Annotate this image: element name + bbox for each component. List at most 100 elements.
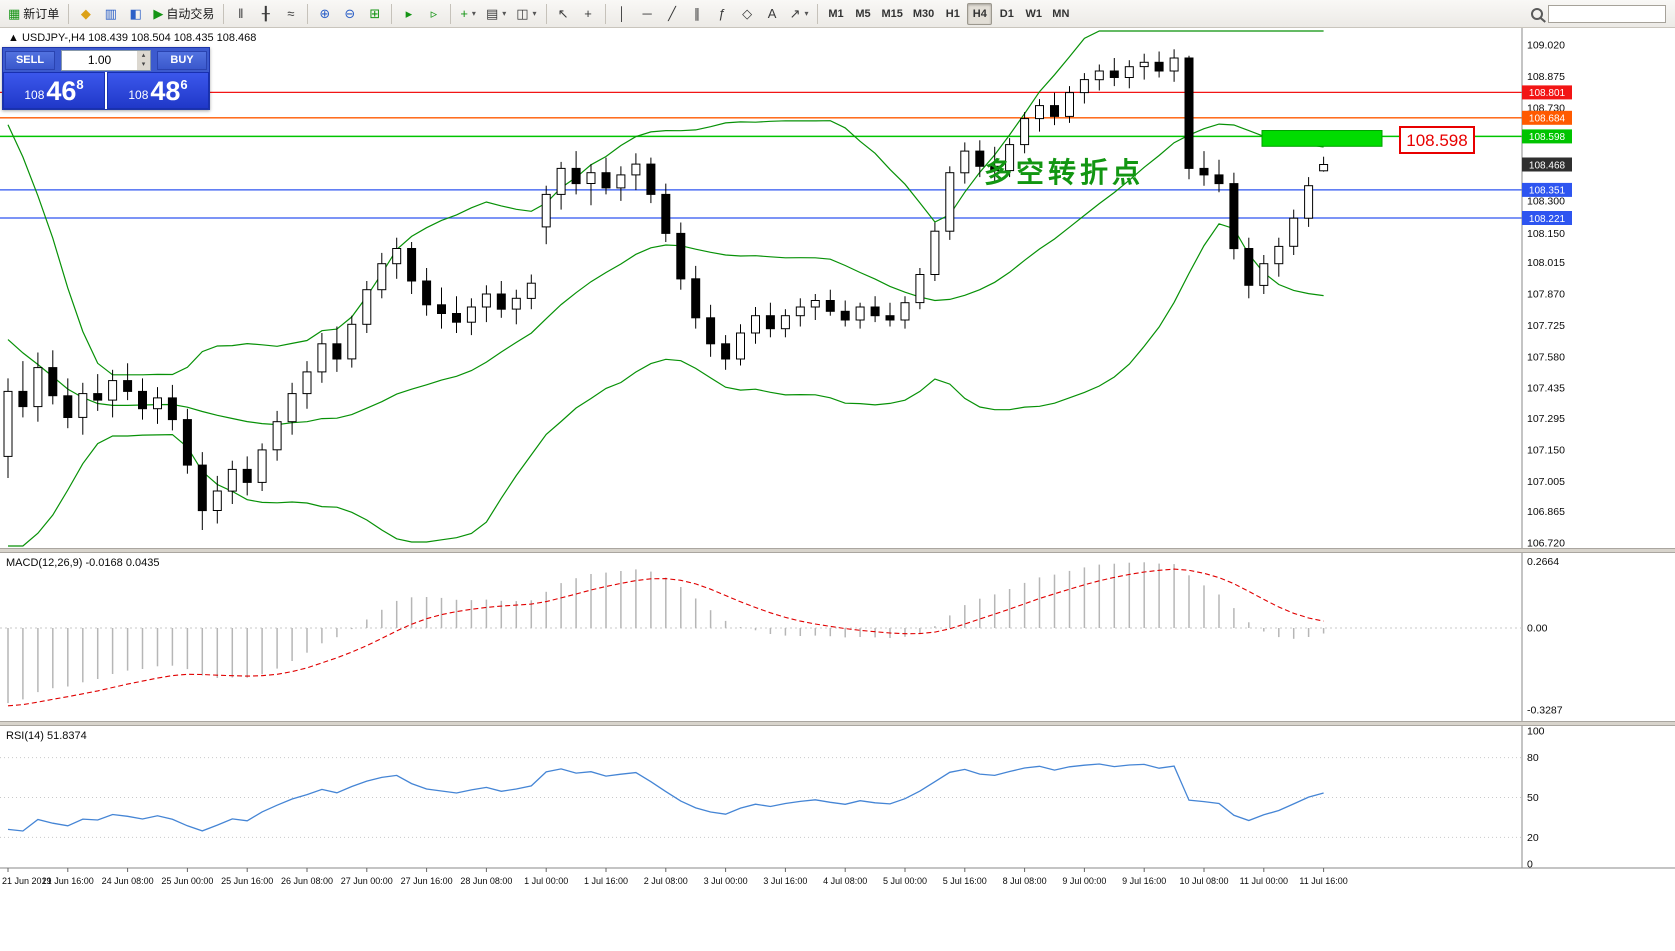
candle-body bbox=[930, 230, 940, 275]
panel-splitter[interactable] bbox=[0, 721, 1675, 726]
crosshair-button[interactable]: + bbox=[577, 3, 600, 25]
market-watch-button[interactable]: ▥ bbox=[99, 3, 122, 25]
timeframe-m30-button[interactable]: M30 bbox=[909, 3, 938, 25]
chart-shift-button[interactable]: ▹ bbox=[422, 3, 445, 25]
indicators-icon: + bbox=[460, 6, 468, 21]
chart-window-background bbox=[0, 28, 1675, 951]
timeframe-h1-button[interactable]: H1 bbox=[940, 3, 965, 25]
price-callout-text[interactable]: 108.598 bbox=[1406, 131, 1467, 150]
rsi-header: RSI(14) 51.8374 bbox=[6, 730, 87, 742]
time-axis-label: 26 Jun 08:00 bbox=[281, 876, 333, 886]
candle-body bbox=[1169, 57, 1179, 72]
indicators-button[interactable]: + ▾ bbox=[456, 3, 480, 25]
time-axis-area[interactable] bbox=[0, 869, 1675, 891]
channel-icon: ∥ bbox=[693, 6, 701, 21]
vertical-line-icon: │ bbox=[618, 6, 627, 21]
candle-body bbox=[990, 165, 1000, 172]
volume-down-icon[interactable]: ▾ bbox=[141, 61, 146, 68]
arrows-tool-button[interactable]: ↗ ▾ bbox=[786, 3, 813, 25]
sell-price-button[interactable]: 108 46 8 bbox=[3, 72, 105, 109]
timeframe-h4-button[interactable]: H4 bbox=[967, 2, 993, 25]
timeframe-w1-button[interactable]: W1 bbox=[1021, 3, 1046, 25]
candle-body bbox=[1214, 174, 1224, 185]
candle-body bbox=[556, 167, 566, 195]
candle-body bbox=[631, 163, 641, 176]
panel-splitter[interactable] bbox=[0, 548, 1675, 553]
text-tool-button[interactable]: A bbox=[761, 3, 784, 25]
horizontal-line-tool-button[interactable]: ─ bbox=[636, 3, 659, 25]
autotrading-button[interactable]: ▶ 自动交易 bbox=[149, 3, 218, 25]
arrows-tool-icon: ↗ bbox=[789, 6, 801, 21]
price-badge-text: 108.801 bbox=[1529, 88, 1566, 99]
candle-body bbox=[422, 280, 432, 306]
rsi-axis-label: 50 bbox=[1527, 792, 1539, 804]
price-callout-box[interactable] bbox=[1399, 126, 1475, 154]
vertical-line-tool-button[interactable]: │ bbox=[611, 3, 634, 25]
candle-body bbox=[392, 248, 402, 265]
autotrading-play-icon: ▶ bbox=[153, 6, 164, 21]
candle-body bbox=[616, 174, 626, 189]
new-order-button[interactable]: ▦ 新订单 bbox=[4, 3, 63, 25]
line-chart-button[interactable]: ≈ bbox=[279, 3, 302, 25]
tile-windows-button[interactable]: ⊞ bbox=[363, 3, 386, 25]
time-axis-label: 4 Jul 08:00 bbox=[823, 876, 867, 886]
time-axis-label: 2 Jul 08:00 bbox=[644, 876, 688, 886]
horizontal-line-icon: ─ bbox=[642, 6, 652, 21]
candle-body bbox=[975, 150, 985, 167]
buy-button[interactable]: BUY bbox=[157, 50, 207, 70]
price-badge-108.801 bbox=[1522, 85, 1572, 100]
candle-body bbox=[511, 297, 521, 310]
candle-body bbox=[167, 397, 177, 421]
sell-button[interactable]: SELL bbox=[5, 50, 55, 70]
fibonacci-tool-button[interactable]: ƒ bbox=[711, 3, 734, 25]
shapes-tool-button[interactable]: ◇ bbox=[736, 3, 759, 25]
channel-tool-button[interactable]: ∥ bbox=[686, 3, 709, 25]
highlight-rectangle[interactable] bbox=[1261, 130, 1383, 147]
candle-body bbox=[108, 380, 118, 401]
candle-body bbox=[855, 306, 865, 321]
timeframe-mn-button[interactable]: MN bbox=[1048, 3, 1073, 25]
price-axis-tick: 107.725 bbox=[1527, 320, 1565, 332]
annotation-text[interactable]: 多空转折点 bbox=[984, 156, 1144, 188]
zoom-out-button[interactable]: ⊖ bbox=[338, 3, 361, 25]
price-badge-108.598 bbox=[1522, 129, 1572, 144]
candle-body bbox=[242, 468, 252, 483]
time-axis-label: 21 Jun 16:00 bbox=[42, 876, 94, 886]
bar-chart-button[interactable]: ‖ bbox=[229, 3, 252, 25]
volume-spinner[interactable]: ▴ ▾ bbox=[137, 50, 150, 70]
sell-price-big: 46 bbox=[46, 76, 77, 106]
candle-body bbox=[1065, 92, 1074, 117]
cursor-button[interactable]: ↖ bbox=[552, 3, 575, 25]
candle-body bbox=[1050, 105, 1059, 117]
timeframe-m1-button[interactable]: M1 bbox=[823, 3, 848, 25]
candle-body bbox=[960, 150, 970, 174]
candle-body bbox=[1199, 167, 1209, 176]
candle-body bbox=[1109, 70, 1119, 78]
timeframe-d1-button[interactable]: D1 bbox=[994, 3, 1019, 25]
timeframe-m5-button[interactable]: M5 bbox=[850, 3, 875, 25]
sell-price-prefix: 108 bbox=[24, 88, 45, 102]
price-axis-tick: 107.150 bbox=[1527, 444, 1565, 456]
candlestick-chart-button[interactable]: ╂ bbox=[254, 3, 277, 25]
chart-area[interactable]: 108.598 多空转折点 ▲ USDJPY-,H4 108.439 108.504… bbox=[0, 28, 1675, 951]
zoom-in-button[interactable]: ⊕ bbox=[313, 3, 336, 25]
candle-body bbox=[765, 315, 775, 330]
templates-button[interactable]: ▤ ▾ bbox=[482, 3, 510, 25]
buy-price-prefix: 108 bbox=[128, 88, 149, 102]
data-window-button[interactable]: ◧ bbox=[124, 3, 147, 25]
volume-input[interactable] bbox=[62, 50, 137, 70]
auto-scroll-button[interactable]: ▸ bbox=[397, 3, 420, 25]
volume-up-icon[interactable]: ▴ bbox=[141, 52, 146, 59]
timeframe-m15-button[interactable]: M15 bbox=[877, 3, 906, 25]
trend-line-tool-button[interactable]: ╱ bbox=[661, 3, 684, 25]
buy-price-button[interactable]: 108 48 6 bbox=[107, 72, 209, 109]
macd-histogram bbox=[7, 562, 1325, 704]
toolbar-separator bbox=[450, 3, 452, 24]
cursor-icon: ↖ bbox=[557, 6, 569, 21]
symbol-search-input[interactable] bbox=[1548, 4, 1666, 23]
logo-button[interactable]: ◆ bbox=[74, 3, 97, 25]
price-axis-area[interactable] bbox=[1522, 28, 1675, 868]
profiles-button[interactable]: ◫ ▾ bbox=[512, 3, 540, 25]
candle-body bbox=[571, 167, 581, 185]
